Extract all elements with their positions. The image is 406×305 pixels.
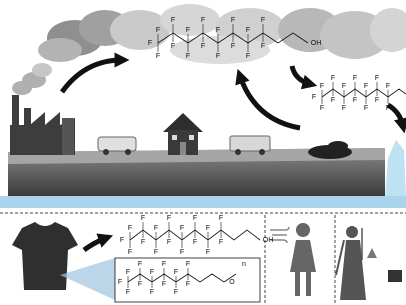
atom-label: F xyxy=(219,239,223,246)
atom-label: F xyxy=(201,17,205,24)
atom-label: F xyxy=(342,105,346,112)
atom-label: F xyxy=(331,75,335,82)
atom-label: F xyxy=(162,261,166,268)
t-shirt xyxy=(12,222,260,302)
atom-label: F xyxy=(126,269,130,276)
atom-label: F xyxy=(167,215,171,222)
atom-label: F xyxy=(342,83,346,90)
atom-label: F xyxy=(353,75,357,82)
atom-label: F xyxy=(206,249,210,256)
atom-label: F xyxy=(320,105,324,112)
atom-label: F xyxy=(216,53,220,60)
atom-label: F xyxy=(246,53,250,60)
atom-label: OH xyxy=(311,40,322,47)
water xyxy=(0,196,406,208)
atom-label: F xyxy=(219,215,223,222)
atom-label: F xyxy=(186,261,190,268)
atom-label: F xyxy=(193,215,197,222)
house xyxy=(163,113,203,155)
atom-label: F xyxy=(150,269,154,276)
atom-label: F xyxy=(141,239,145,246)
atom-label: F xyxy=(154,249,158,256)
atom-label: F xyxy=(261,17,265,24)
atom-label: F xyxy=(138,261,142,268)
atom-label: F xyxy=(353,97,357,104)
iceberg xyxy=(385,140,406,196)
atom-label: O xyxy=(229,279,235,286)
atom-label: F xyxy=(331,97,335,104)
atom-label: F xyxy=(201,43,205,50)
atom-label: F xyxy=(386,105,390,112)
atom-label: F xyxy=(174,269,178,276)
atom-label: F xyxy=(148,40,152,47)
atom-label: F xyxy=(261,43,265,50)
atom-label: F xyxy=(180,225,184,232)
atom-label: OH xyxy=(263,237,274,244)
atom-label: F xyxy=(162,281,166,288)
atom-label: F xyxy=(156,53,160,60)
atom-label: F xyxy=(186,281,190,288)
landfill xyxy=(308,141,352,159)
atom-label: F xyxy=(186,53,190,60)
atom-label: F xyxy=(154,225,158,232)
atom-label: F xyxy=(246,27,250,34)
atom-label: F xyxy=(150,289,154,296)
justice-statue xyxy=(336,226,402,300)
atom-label: F xyxy=(180,249,184,256)
person xyxy=(290,223,316,296)
atom-label: F xyxy=(231,43,235,50)
atom-label: F xyxy=(364,83,368,90)
atom-label: F xyxy=(128,249,132,256)
atom-label: F xyxy=(126,289,130,296)
atom-label: F xyxy=(386,83,390,90)
atom-label: F xyxy=(174,289,178,296)
clouds xyxy=(38,4,406,64)
atom-label: F xyxy=(375,97,379,104)
atom-label: F xyxy=(120,237,124,244)
atom-label: F xyxy=(128,225,132,232)
atom-label: F xyxy=(186,27,190,34)
atom-label: F xyxy=(312,94,316,101)
atom-label: F xyxy=(193,239,197,246)
atom-label: F xyxy=(167,239,171,246)
pfas-diagram: FFFFFFFFFFFFFFFFFOHFFFFFFFFFFFFFFFOFFFFF… xyxy=(0,0,406,305)
atom-label: F xyxy=(320,83,324,90)
atom-label: F xyxy=(375,75,379,82)
atom-label: F xyxy=(141,215,145,222)
atom-label: F xyxy=(206,225,210,232)
atom-label: F xyxy=(216,27,220,34)
atom-label: F xyxy=(171,43,175,50)
atom-label: F xyxy=(138,281,142,288)
atom-label: F xyxy=(231,17,235,24)
atom-label: F xyxy=(156,27,160,34)
smoke xyxy=(12,63,52,95)
atom-label: F xyxy=(364,105,368,112)
bond-chain xyxy=(322,89,406,97)
atom-label: F xyxy=(118,279,122,286)
atom-label: n xyxy=(242,261,246,268)
atom-label: F xyxy=(171,17,175,24)
factory xyxy=(10,95,75,155)
